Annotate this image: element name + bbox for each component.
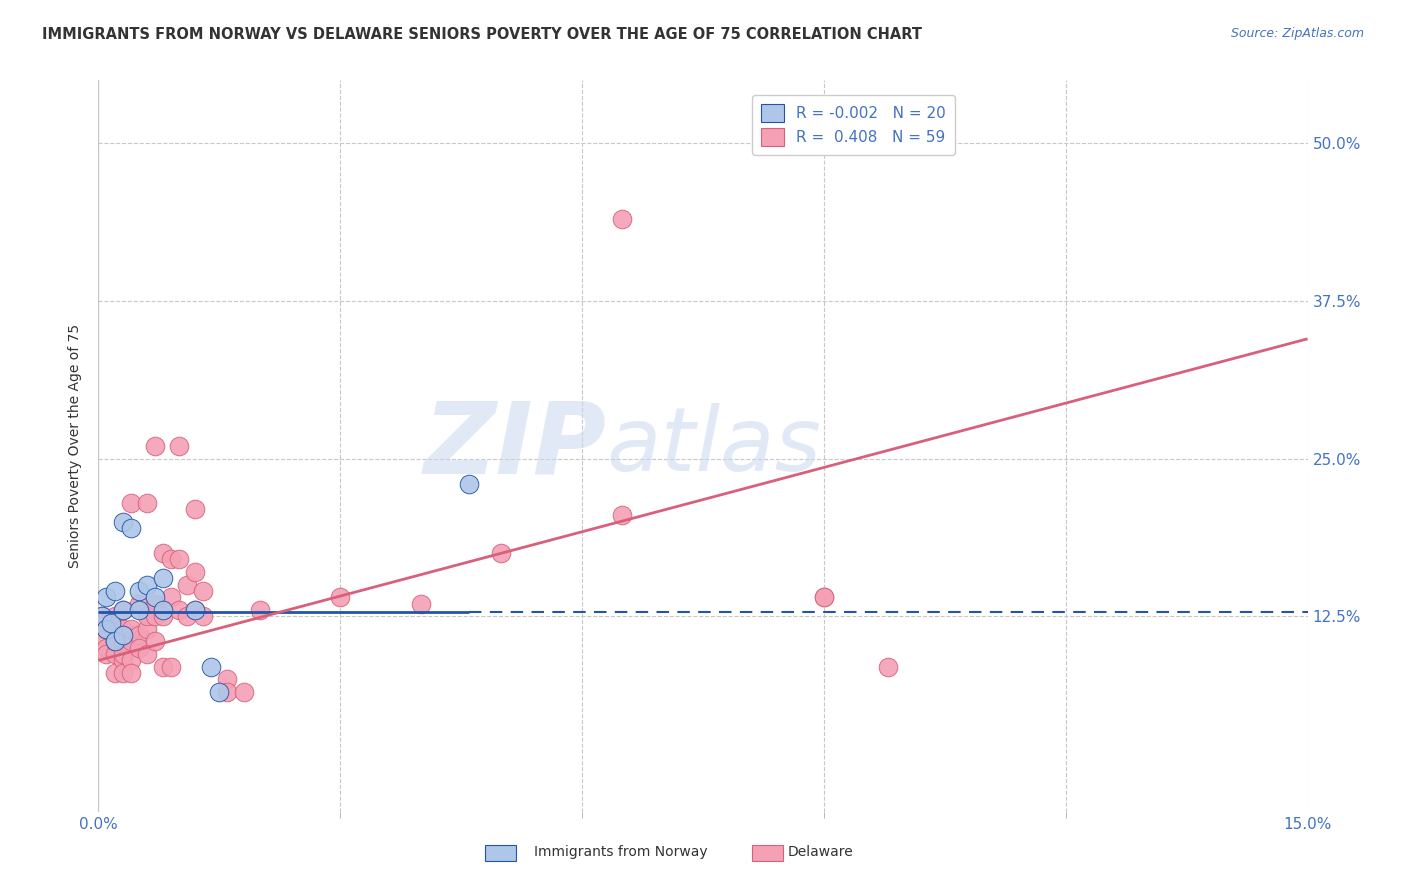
Point [111, 603, 134, 617]
Point [184, 565, 207, 579]
Point [103, 634, 125, 648]
Point [612, 508, 634, 523]
Point [193, 584, 215, 599]
Point [135, 647, 157, 661]
Point [111, 628, 134, 642]
Point [96, 615, 118, 630]
Point [103, 634, 125, 648]
Point [96, 622, 118, 636]
Point [111, 665, 134, 680]
Point [160, 552, 183, 566]
Y-axis label: Seniors Poverty Over the Age of 75: Seniors Poverty Over the Age of 75 [69, 324, 83, 568]
Point [96, 591, 118, 605]
Point [143, 597, 166, 611]
Text: Source: ZipAtlas.com: Source: ZipAtlas.com [1230, 27, 1364, 40]
Point [329, 591, 352, 605]
Point [143, 591, 166, 605]
Point [120, 521, 142, 535]
Point [176, 609, 198, 624]
Point [135, 622, 157, 636]
Point [217, 673, 239, 687]
Point [128, 584, 150, 599]
Point [249, 603, 271, 617]
Point [128, 603, 150, 617]
Point [458, 476, 481, 491]
Point [96, 640, 118, 655]
Point [208, 685, 231, 699]
Point [160, 659, 183, 673]
Point [103, 634, 125, 648]
Point [103, 647, 125, 661]
Point [111, 515, 134, 529]
Point [409, 597, 432, 611]
Text: ZIP: ZIP [423, 398, 606, 494]
Point [612, 212, 634, 227]
Point [152, 603, 174, 617]
Point [176, 578, 198, 592]
Point [143, 439, 166, 453]
Point [111, 622, 134, 636]
Point [120, 653, 142, 667]
Point [143, 634, 166, 648]
Point [120, 622, 142, 636]
Point [135, 609, 157, 624]
Point [103, 584, 125, 599]
Point [90, 628, 112, 642]
Point [135, 578, 157, 592]
Point [217, 685, 239, 699]
Text: Delaware: Delaware [787, 845, 853, 859]
Text: atlas: atlas [606, 403, 821, 489]
Point [184, 603, 207, 617]
Point [167, 439, 190, 453]
Point [111, 603, 134, 617]
Point [152, 546, 174, 560]
Point [96, 647, 118, 661]
Point [184, 502, 207, 516]
Point [152, 609, 174, 624]
Point [160, 591, 183, 605]
Point [193, 609, 215, 624]
Point [167, 552, 190, 566]
Point [103, 609, 125, 624]
Point [91, 609, 114, 624]
Point [813, 591, 835, 605]
Point [813, 591, 835, 605]
Point [135, 496, 157, 510]
Point [152, 659, 174, 673]
Point [96, 622, 118, 636]
Point [111, 647, 134, 661]
Point [152, 571, 174, 585]
Point [232, 685, 254, 699]
Point [120, 496, 142, 510]
Legend: R = -0.002   N = 20, R =  0.408   N = 59: R = -0.002 N = 20, R = 0.408 N = 59 [752, 95, 955, 155]
Point [877, 659, 900, 673]
Point [167, 603, 190, 617]
Point [128, 628, 150, 642]
Point [91, 609, 114, 624]
Point [200, 659, 222, 673]
Point [111, 653, 134, 667]
Point [120, 634, 142, 648]
Point [128, 640, 150, 655]
Point [111, 634, 134, 648]
Point [128, 597, 150, 611]
Point [120, 665, 142, 680]
Point [491, 546, 513, 560]
Point [100, 615, 122, 630]
Point [143, 609, 166, 624]
Text: Immigrants from Norway: Immigrants from Norway [534, 845, 707, 859]
Point [103, 665, 125, 680]
Text: IMMIGRANTS FROM NORWAY VS DELAWARE SENIORS POVERTY OVER THE AGE OF 75 CORRELATIO: IMMIGRANTS FROM NORWAY VS DELAWARE SENIO… [42, 27, 922, 42]
Point [184, 603, 207, 617]
